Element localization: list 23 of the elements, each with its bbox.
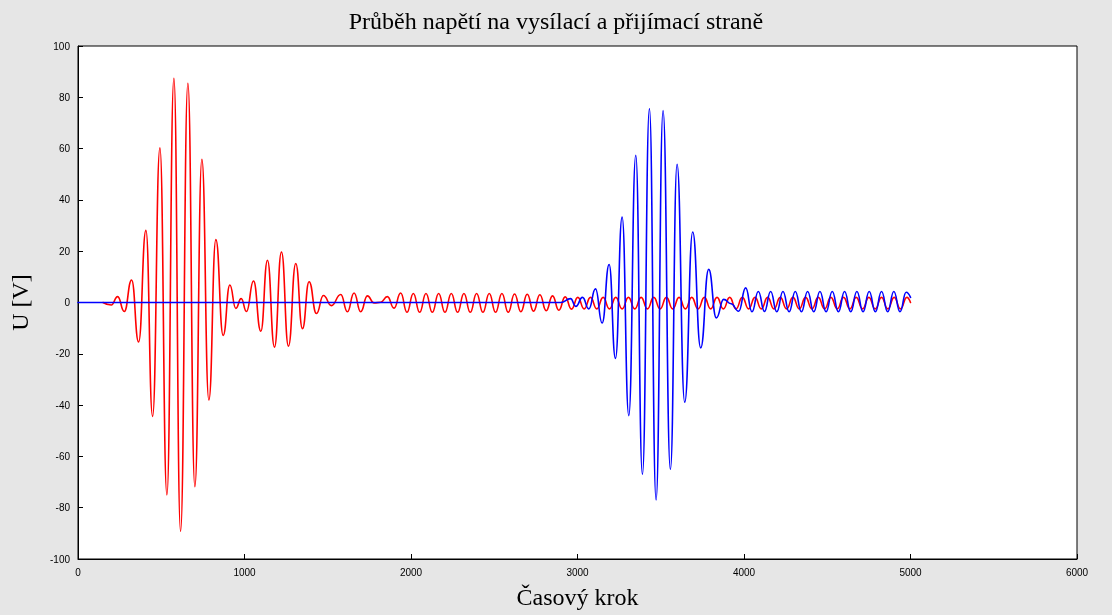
y-axis-title: U [V] bbox=[7, 274, 33, 331]
x-axis-title: Časový krok bbox=[516, 584, 639, 610]
y-tick-label: -40 bbox=[55, 399, 71, 411]
y-tick-label: -20 bbox=[55, 348, 71, 360]
x-tick-label: 3000 bbox=[566, 566, 590, 578]
y-tick-label: -100 bbox=[49, 553, 71, 565]
y-tick-label: 20 bbox=[58, 245, 71, 257]
chart-title: Průběh napětí na vysílací a přijímací straně bbox=[348, 8, 764, 34]
x-tick-label: 5000 bbox=[899, 566, 923, 578]
y-tick-label: -60 bbox=[55, 450, 71, 462]
y-tick-label: 80 bbox=[58, 91, 71, 103]
y-tick-label: 100 bbox=[53, 40, 71, 52]
x-tick-label: 0 bbox=[75, 566, 82, 578]
x-tick-label: 2000 bbox=[399, 566, 423, 578]
x-tick-label: 4000 bbox=[732, 566, 756, 578]
y-tick-label: 40 bbox=[58, 194, 71, 206]
y-tick-label: -80 bbox=[55, 502, 71, 514]
y-tick-label: 60 bbox=[58, 143, 71, 155]
x-tick-label: 1000 bbox=[233, 566, 257, 578]
x-tick-label: 6000 bbox=[1065, 566, 1089, 578]
line-series bbox=[77, 107, 912, 501]
line-series bbox=[102, 77, 912, 533]
y-tick-label: 0 bbox=[64, 297, 71, 308]
